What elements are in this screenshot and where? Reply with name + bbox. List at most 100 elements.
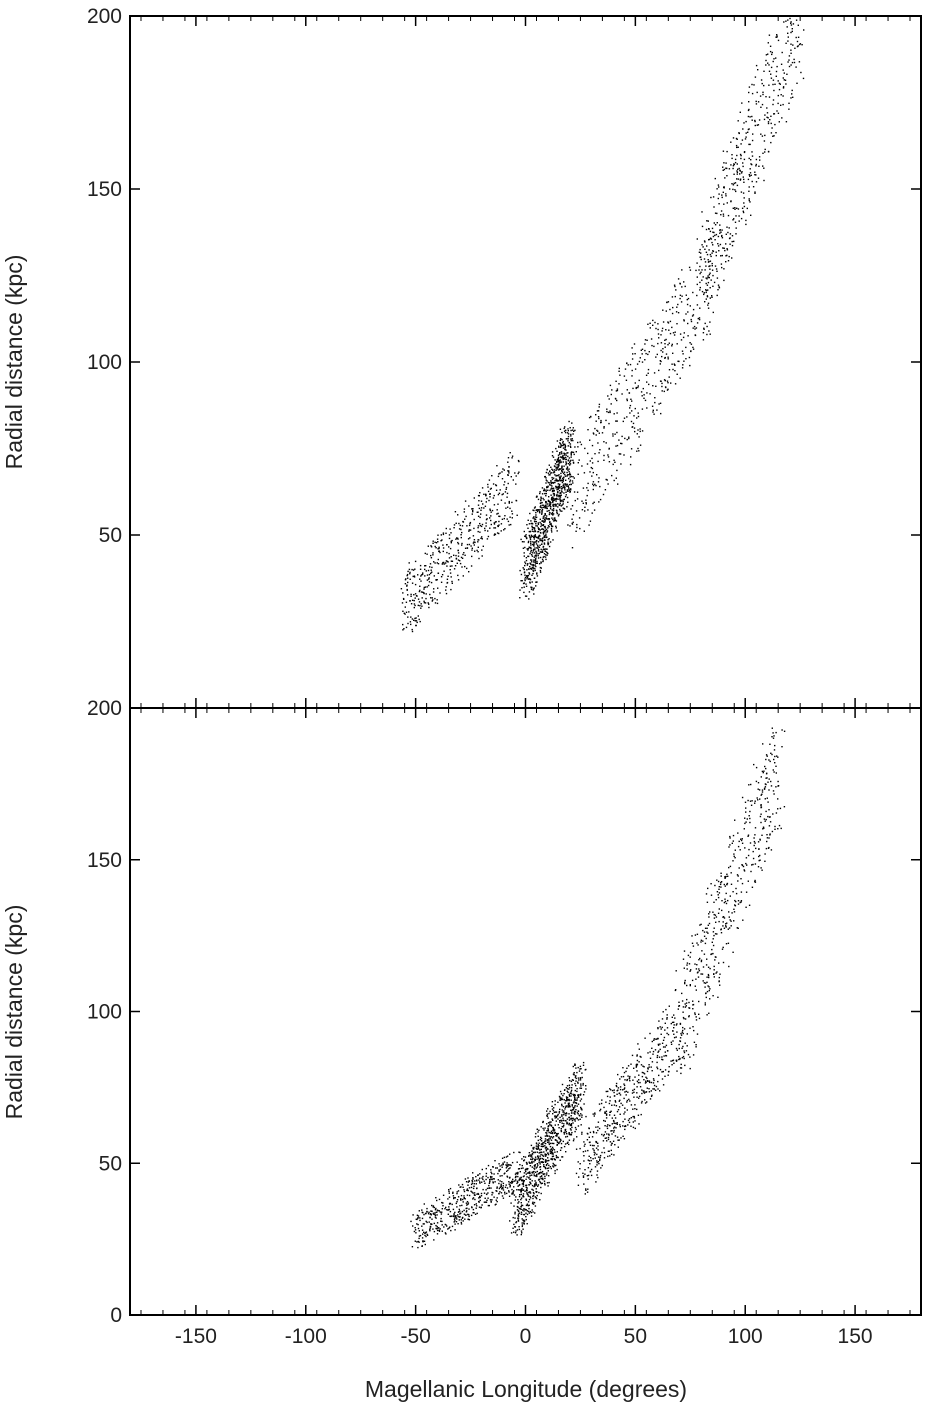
scatter-point <box>456 1201 458 1203</box>
y-tick-label: 200 <box>87 5 122 28</box>
scatter-point <box>557 463 560 466</box>
scatter-point <box>774 762 776 764</box>
scatter-point <box>766 116 768 118</box>
scatter-point <box>574 1064 576 1066</box>
scatter-point <box>548 538 550 540</box>
scatter-point <box>566 1142 568 1144</box>
scatter-point <box>522 1167 524 1169</box>
scatter-point <box>557 459 559 461</box>
scatter-point <box>430 1214 432 1216</box>
scatter-point <box>695 978 697 980</box>
scatter-point <box>573 477 575 479</box>
scatter-point <box>728 916 730 918</box>
scatter-point <box>742 165 744 168</box>
scatter-point <box>463 511 465 513</box>
scatter-point <box>592 1148 594 1150</box>
scatter-point <box>543 1151 545 1153</box>
scatter-point <box>551 485 553 487</box>
scatter-point <box>590 466 592 469</box>
scatter-point <box>771 830 774 833</box>
scatter-point <box>592 471 594 474</box>
scatter-point <box>723 883 725 886</box>
scatter-point <box>556 464 558 466</box>
scatter-point <box>535 565 537 568</box>
scatter-point <box>463 552 465 554</box>
scatter-point <box>551 517 553 519</box>
scatter-point <box>595 1147 598 1149</box>
scatter-point <box>438 550 440 552</box>
scatter-point <box>491 1172 493 1175</box>
scatter-point <box>531 525 533 527</box>
scatter-point <box>731 154 733 156</box>
scatter-point <box>568 1116 570 1119</box>
scatter-point <box>786 73 788 75</box>
scatter-point <box>706 295 709 297</box>
scatter-point <box>790 24 793 26</box>
scatter-point <box>708 1012 710 1014</box>
scatter-point <box>790 97 792 99</box>
scatter-point <box>661 1018 664 1020</box>
scatter-point <box>460 1223 463 1225</box>
scatter-point <box>429 566 431 568</box>
scatter-point <box>415 1218 417 1220</box>
scatter-point <box>748 101 750 103</box>
scatter-point <box>662 1011 664 1013</box>
scatter-point <box>688 356 691 359</box>
scatter-point <box>673 1021 675 1023</box>
scatter-point <box>766 772 768 774</box>
scatter-point <box>542 1173 544 1175</box>
scatter-point <box>465 1181 468 1183</box>
scatter-point <box>402 610 404 612</box>
scatter-point <box>777 828 779 830</box>
scatter-point <box>768 825 771 827</box>
scatter-point <box>700 941 702 943</box>
scatter-point <box>635 1065 638 1067</box>
scatter-point <box>669 308 671 311</box>
scatter-point <box>717 184 720 186</box>
scatter-point <box>551 1151 553 1153</box>
x-tick-label: -50 <box>400 1325 430 1348</box>
scatter-point <box>539 571 542 573</box>
scatter-point <box>515 483 517 485</box>
scatter-point <box>531 581 533 583</box>
scatter-point <box>409 600 411 602</box>
scatter-point <box>758 156 761 158</box>
scatter-point <box>534 1185 536 1187</box>
scatter-point <box>537 1146 539 1148</box>
scatter-point <box>514 1232 517 1234</box>
scatter-point <box>460 534 462 536</box>
scatter-point <box>651 405 654 407</box>
scatter-point <box>543 548 545 550</box>
scatter-point <box>691 935 693 937</box>
scatter-point <box>424 1234 426 1237</box>
scatter-point <box>546 554 548 556</box>
scatter-point <box>541 1154 544 1156</box>
scatter-point <box>755 103 758 105</box>
scatter-point <box>706 278 708 280</box>
scatter-point <box>661 1058 663 1061</box>
scatter-point <box>550 466 552 468</box>
scatter-point <box>591 1136 594 1138</box>
scatter-point <box>559 1140 561 1143</box>
scatter-point <box>709 265 711 267</box>
scatter-point <box>636 433 638 435</box>
scatter-point <box>487 486 489 488</box>
scatter-point <box>407 594 409 596</box>
scatter-point <box>677 312 680 314</box>
scatter-point <box>719 883 722 886</box>
scatter-point <box>642 1065 644 1067</box>
scatter-point <box>752 133 754 135</box>
scatter-point <box>577 1119 580 1121</box>
scatter-point <box>547 525 550 527</box>
scatter-point <box>689 951 692 954</box>
scatter-point <box>613 1127 615 1129</box>
scatter-point <box>736 146 738 149</box>
scatter-point <box>504 491 507 493</box>
scatter-point <box>454 511 457 513</box>
scatter-point <box>615 1082 618 1085</box>
scatter-point <box>569 1134 571 1136</box>
scatter-point <box>734 189 736 191</box>
scatter-point <box>532 563 534 566</box>
scatter-point <box>530 1158 532 1160</box>
scatter-point <box>629 404 632 407</box>
